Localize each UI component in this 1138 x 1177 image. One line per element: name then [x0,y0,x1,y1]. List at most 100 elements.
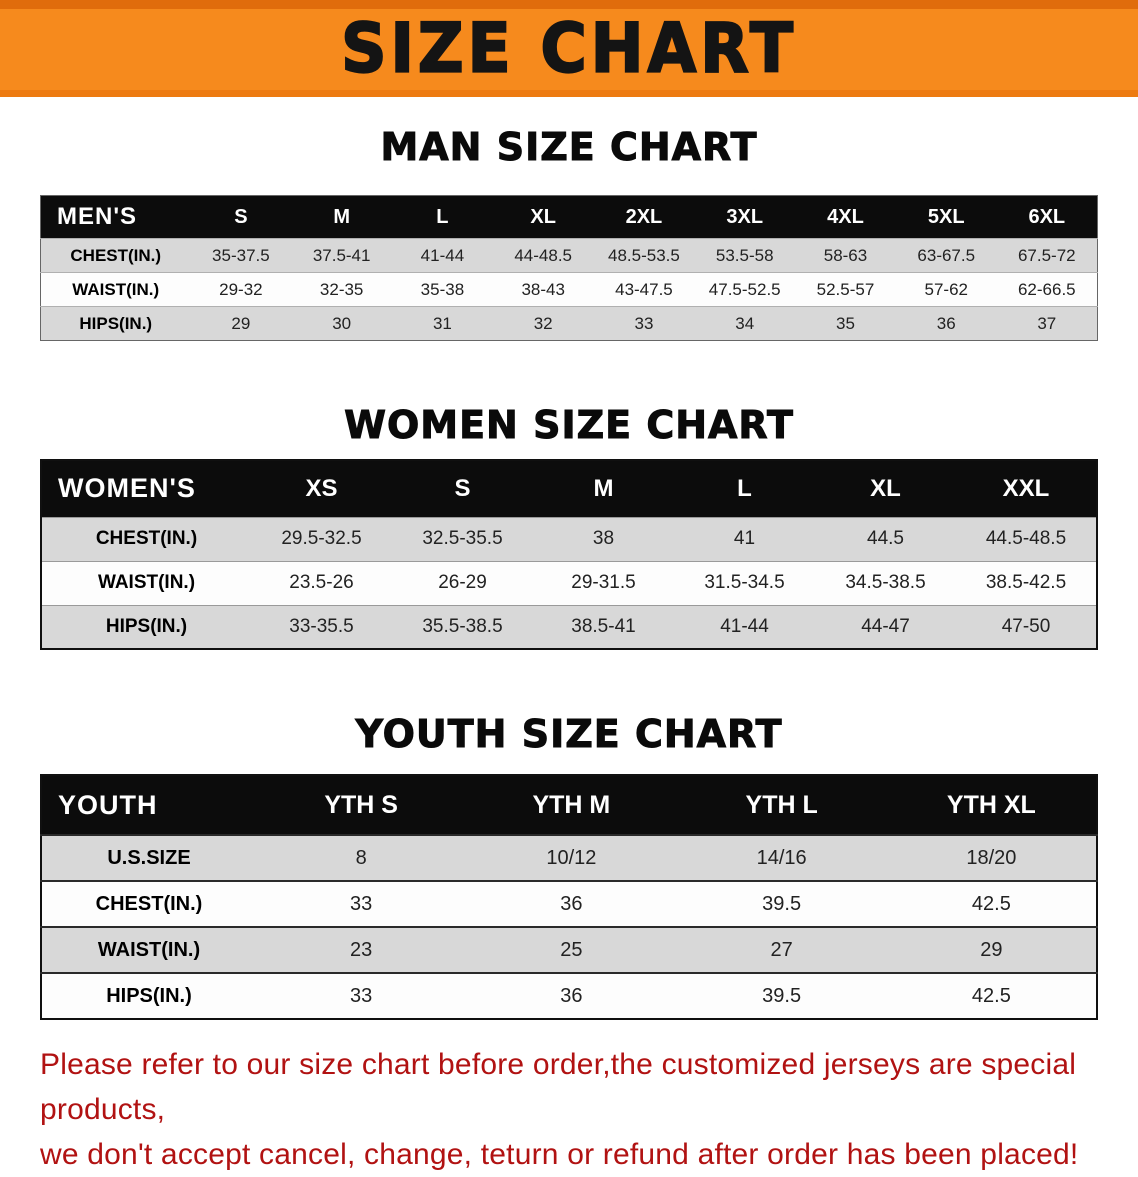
women-row-label: WAIST(IN.) [41,561,251,605]
youth-size-value: 23 [256,927,467,973]
size-chart-banner: SIZE CHART [0,0,1138,97]
youth-size-value: 27 [676,927,887,973]
youth-size-column-header: YTH L [676,775,887,835]
men-row-label: CHEST(IN.) [40,238,191,273]
youth-row-label: WAIST(IN.) [41,927,256,973]
men-size-value: 57-62 [895,272,997,307]
youth-row-label: U.S.SIZE [41,835,256,881]
youth-size-column-header: YTH M [466,775,677,835]
women-size-value: 38.5-42.5 [956,561,1097,605]
men-measure-row: HIPS(IN.) 29 30 31 32 33 34 35 36 37 [40,306,1098,341]
men-size-value: 37 [996,306,1098,341]
women-size-table: WOMEN'S XS S M L XL XXL CHEST(IN.) 29.5-32.5 32.5… [40,459,1098,650]
youth-size-value: 14/16 [676,835,887,881]
youth-size-value: 36 [466,881,677,927]
women-size-chart-section: WOMEN SIZE CHART WOMEN'S XS S M L XL XXL CHEST(I… [0,403,1138,650]
men-size-value: 48.5-53.5 [593,238,695,273]
women-size-value: 31.5-34.5 [674,561,815,605]
youth-corner-label: YOUTH [41,775,256,835]
youth-size-value: 39.5 [676,973,887,1019]
women-size-value: 26-29 [392,561,533,605]
men-size-column-header: 5XL [895,195,997,239]
women-size-value: 38.5-41 [533,605,674,649]
women-size-value: 41 [674,517,815,561]
men-size-value: 58-63 [795,238,896,273]
women-corner-label: WOMEN'S [41,460,251,517]
women-measure-row: CHEST(IN.) 29.5-32.5 32.5-35.5 38 41 44.5 44.5… [41,517,1097,561]
men-size-value: 30 [291,306,393,341]
women-size-column-header: XL [815,460,956,517]
women-size-value: 47-50 [956,605,1097,649]
disclaimer-line-2: we don't accept cancel, change, teturn o… [40,1138,1079,1171]
men-size-value: 41-44 [392,238,493,273]
men-row-label: WAIST(IN.) [40,272,191,307]
youth-size-value: 25 [466,927,677,973]
men-size-column-header: S [190,195,292,239]
youth-size-value: 33 [256,881,467,927]
men-size-value: 32 [492,306,594,341]
men-size-column-header: 3XL [694,195,796,239]
women-size-value: 44.5 [815,517,956,561]
women-size-value: 35.5-38.5 [392,605,533,649]
women-size-column-header: M [533,460,674,517]
men-size-value: 36 [895,306,997,341]
women-size-value: 23.5-26 [251,561,392,605]
youth-chart-heading: YOUTH SIZE CHART [355,712,783,757]
youth-header-row: YOUTH YTH S YTH M YTH L YTH XL [41,775,1097,835]
women-chart-heading: WOMEN SIZE CHART [344,403,794,448]
men-size-value: 32-35 [291,272,393,307]
men-size-value: 52.5-57 [795,272,896,307]
youth-row-label: CHEST(IN.) [41,881,256,927]
women-size-value: 34.5-38.5 [815,561,956,605]
youth-measure-row: HIPS(IN.) 33 36 39.5 42.5 [41,973,1097,1019]
women-size-value: 44.5-48.5 [956,517,1097,561]
women-size-value: 33-35.5 [251,605,392,649]
men-size-value: 33 [593,306,695,341]
youth-size-value: 36 [466,973,677,1019]
women-row-label: CHEST(IN.) [41,517,251,561]
men-header-row: MEN'S S M L XL 2XL 3XL 4XL 5XL 6XL [40,195,1098,239]
women-size-value: 41-44 [674,605,815,649]
youth-measure-row: CHEST(IN.) 33 36 39.5 42.5 [41,881,1097,927]
women-size-column-header: L [674,460,815,517]
women-size-value: 29-31.5 [533,561,674,605]
men-size-value: 67.5-72 [996,238,1098,273]
men-size-value: 35 [795,306,896,341]
youth-size-chart-section: YOUTH SIZE CHART YOUTH YTH S YTH M YTH L YTH … [0,712,1138,1020]
men-size-column-header: 2XL [593,195,695,239]
men-size-value: 63-67.5 [895,238,997,273]
youth-size-value: 33 [256,973,467,1019]
men-size-value: 43-47.5 [593,272,695,307]
youth-measure-row: U.S.SIZE 8 10/12 14/16 18/20 [41,835,1097,881]
youth-size-value: 39.5 [676,881,887,927]
men-measure-row: WAIST(IN.) 29-32 32-35 35-38 38-43 43-47.5 47.… [40,272,1098,307]
women-row-label: HIPS(IN.) [41,605,251,649]
men-size-chart-section: MAN SIZE CHART MEN'S S M L XL 2XL 3XL 4XL 5XL 6XL C… [0,125,1138,341]
men-row-label: HIPS(IN.) [40,306,191,341]
men-size-value: 62-66.5 [996,272,1098,307]
men-size-value: 35-38 [392,272,493,307]
men-measure-row: CHEST(IN.) 35-37.5 37.5-41 41-44 44-48.5 48.5… [40,238,1098,273]
men-size-value: 37.5-41 [291,238,393,273]
youth-size-value: 42.5 [886,973,1097,1019]
men-size-value: 47.5-52.5 [694,272,796,307]
youth-size-value: 8 [256,835,467,881]
men-size-value: 29 [190,306,292,341]
men-size-value: 31 [392,306,493,341]
banner-title: SIZE CHART [340,8,797,89]
women-size-value: 29.5-32.5 [251,517,392,561]
men-size-column-header: 4XL [795,195,896,239]
men-size-table: MEN'S S M L XL 2XL 3XL 4XL 5XL 6XL CHEST(IN.) 35-37… [40,195,1098,341]
women-size-value: 32.5-35.5 [392,517,533,561]
men-size-value: 34 [694,306,796,341]
size-charts: MAN SIZE CHART MEN'S S M L XL 2XL 3XL 4XL 5XL 6XL C… [0,125,1138,1020]
youth-row-label: HIPS(IN.) [41,973,256,1019]
men-size-column-header: 6XL [996,195,1098,239]
women-measure-row: WAIST(IN.) 23.5-26 26-29 29-31.5 31.5-34.5 34… [41,561,1097,605]
youth-size-value: 10/12 [466,835,677,881]
men-size-value: 53.5-58 [694,238,796,273]
men-size-value: 44-48.5 [492,238,594,273]
disclaimer-line-1: Please refer to our size chart before or… [40,1048,1077,1126]
men-size-value: 29-32 [190,272,292,307]
